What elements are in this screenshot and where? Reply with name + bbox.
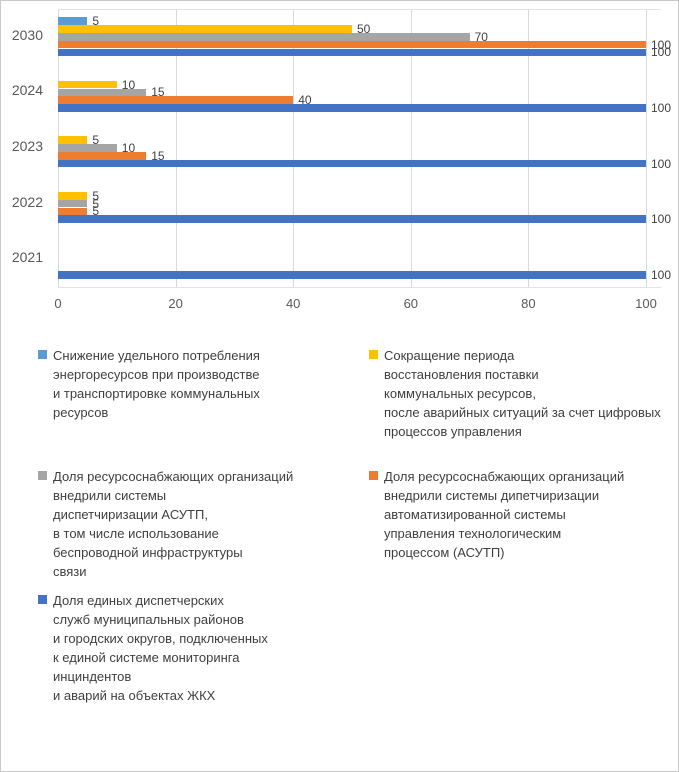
bar-value-label: 100 [651, 37, 672, 52]
bar-value-label: 5 [92, 204, 100, 219]
legend-swatch-gray [38, 471, 47, 480]
legend-label: Снижение удельного потребления энергорес… [53, 348, 260, 420]
legend-swatch-yellow [369, 350, 378, 359]
gridline [528, 9, 530, 287]
bar [58, 144, 117, 152]
gridline [410, 9, 412, 287]
bar [58, 80, 117, 89]
legend-label: Сокращение периода восстановления постав… [384, 348, 661, 439]
bar [58, 17, 88, 26]
gridline [646, 9, 647, 287]
bar [58, 136, 88, 145]
bar-value-label: 15 [151, 85, 165, 100]
x-axis-tick-label: 20 [168, 296, 183, 311]
bar [58, 270, 646, 279]
bar-value-label: 100 [651, 156, 672, 171]
bar [58, 199, 88, 208]
legend-swatch-lightblue [38, 350, 47, 359]
gridline [175, 9, 177, 287]
y-axis-category-label: 2030 [11, 26, 43, 43]
bar-value-label: 10 [121, 77, 136, 92]
legend-swatch-orange [369, 471, 378, 480]
bar [58, 104, 646, 112]
bar [58, 88, 147, 97]
bar [58, 151, 147, 160]
x-axis-tick-label: 100 [635, 296, 657, 311]
legend-item-dispatch-services: Доля единых диспетчерских служб муниципа… [38, 591, 353, 705]
bar [58, 96, 294, 105]
legend-item-asutp-dispatch: Доля ресурсоснабжающих организаций внедр… [369, 467, 678, 562]
x-axis-tick-label: 80 [521, 296, 536, 311]
bar [58, 32, 470, 41]
bar-value-label: 100 [651, 267, 672, 282]
bar [58, 215, 646, 224]
bar [58, 40, 646, 49]
legend-item-recovery-period: Сокращение периода восстановления постав… [369, 346, 678, 441]
y-axis-category-label: 2023 [11, 138, 43, 154]
bar-value-label: 5 [92, 133, 100, 148]
x-axis-tick-label: 60 [403, 296, 419, 311]
bar [58, 48, 646, 57]
bar [58, 159, 646, 168]
bar-value-label: 5 [92, 14, 100, 29]
x-axis-tick-label: 40 [285, 296, 301, 311]
plot-border-line [58, 287, 661, 288]
x-axis-tick-label: 0 [54, 296, 62, 311]
bar-value-label: 100 [651, 101, 672, 115]
bar [58, 191, 88, 200]
bar-value-label: 40 [298, 93, 312, 108]
bar-value-label: 50 [357, 22, 371, 36]
legend-item-asutp-wireless: Доля ресурсоснабжающих организаций внедр… [38, 467, 353, 581]
bar-value-label: 15 [151, 148, 165, 163]
legend-label: Доля единых диспетчерских служб муниципа… [53, 593, 268, 703]
bar [58, 25, 352, 33]
legend-swatch-darkblue [38, 595, 47, 604]
bar-value-label: 70 [474, 29, 488, 44]
y-axis-category-label: 2022 [11, 193, 43, 210]
legend-label: Доля ресурсоснабжающих организаций внедр… [384, 469, 625, 560]
bar [58, 207, 88, 216]
gridline [293, 9, 295, 287]
legend-label: Доля ресурсоснабжающих организаций внедр… [53, 469, 294, 579]
legend-item-energy-consumption: Снижение удельного потребления энергорес… [38, 346, 353, 422]
y-axis-category-label: 2024 [11, 82, 43, 99]
bar-value-label: 5 [92, 188, 100, 203]
y-axis-category-label: 2021 [11, 249, 43, 266]
bar-value-label: 100 [651, 212, 672, 227]
bar-value-label: 5 [92, 196, 100, 211]
bar-value-label: 10 [121, 141, 136, 155]
bar-value-label: 100 [651, 45, 672, 60]
plot-border-line [58, 9, 661, 10]
